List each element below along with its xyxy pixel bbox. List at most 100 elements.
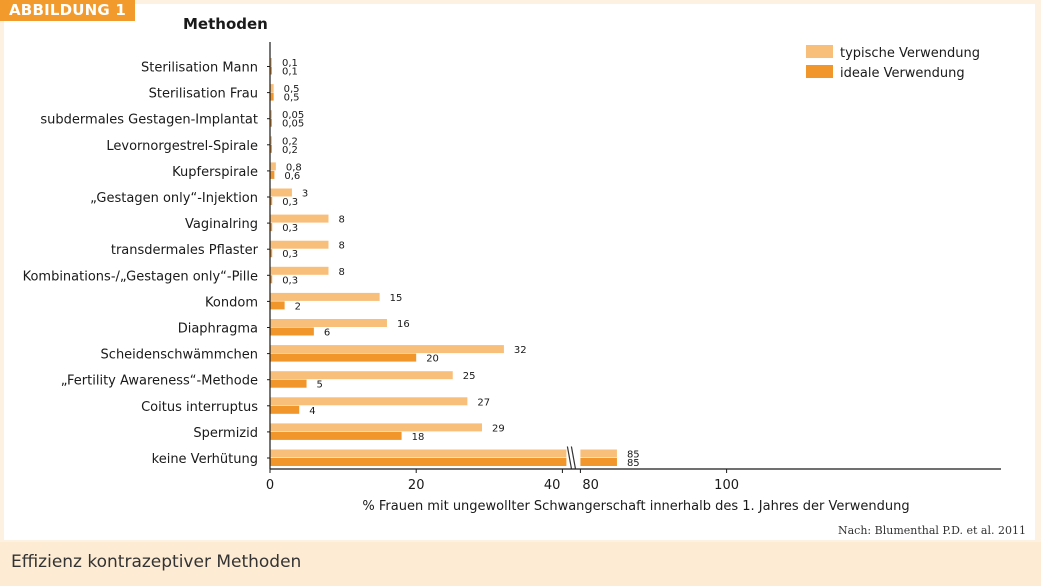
data-label: 0,8 <box>286 162 302 173</box>
data-label: 8 <box>338 267 344 278</box>
figure-frame: ABBILDUNG 1 Methoden Sterilisation Mann 0… <box>0 0 1041 542</box>
bar-typical <box>270 292 380 301</box>
bar-ideal <box>270 170 275 179</box>
data-label: 85 <box>627 450 640 461</box>
bar-typical <box>270 162 276 171</box>
source-note: Nach: Blumenthal P.D. et al. 2011 <box>838 524 1026 537</box>
category-label: Sterilisation Mann <box>141 61 258 76</box>
data-label: 2 <box>295 301 301 312</box>
bars-layer: Sterilisation Mann 0,10,1 Sterilisation Fr… <box>23 58 640 469</box>
data-label: 4 <box>309 406 315 417</box>
data-label: 5 <box>317 380 323 391</box>
data-label: 0,2 <box>282 145 298 156</box>
bar-typical <box>270 345 504 354</box>
x-tick-label: 80 <box>582 478 599 493</box>
bar-typical <box>270 266 329 275</box>
bar-ideal <box>270 353 417 362</box>
bar-typical <box>270 397 468 406</box>
bar-typical <box>270 84 274 93</box>
bar-typical <box>270 136 272 145</box>
bar-ideal <box>270 66 272 75</box>
category-label: Scheidenschwämmchen <box>101 348 258 363</box>
bar-typical <box>270 423 482 432</box>
data-label: 25 <box>463 371 476 382</box>
category-label: „Gestagen only“-Injektion <box>90 191 258 206</box>
data-label: 27 <box>477 397 490 408</box>
bar-typical <box>270 449 567 458</box>
data-label: 0,3 <box>282 275 298 286</box>
data-label: 0,1 <box>282 58 298 69</box>
bar-ideal <box>270 301 285 310</box>
category-label: keine Verhütung <box>152 452 258 467</box>
data-label: 16 <box>397 319 410 330</box>
data-label: 32 <box>514 345 527 356</box>
bar-ideal <box>270 405 300 414</box>
category-label: transdermales Pflaster <box>111 243 259 258</box>
data-label: 0,5 <box>284 93 300 104</box>
legend-label-ideal: ideale Verwendung <box>840 66 965 81</box>
data-label: 0,2 <box>282 136 298 147</box>
bar-ideal <box>270 275 273 284</box>
bar-ideal-continued <box>580 458 617 466</box>
data-label: 6 <box>324 328 330 339</box>
bar-ideal <box>270 144 272 153</box>
bar-ideal <box>270 223 273 232</box>
data-label: 85 <box>627 458 640 469</box>
bar-ideal <box>270 118 272 127</box>
bar-ideal <box>270 431 402 440</box>
bar-ideal <box>270 458 567 466</box>
legend: typische Verwendung ideale Verwendung <box>806 45 980 81</box>
data-label: 0,3 <box>282 197 298 208</box>
data-label: 29 <box>492 423 505 434</box>
bar-typical <box>270 110 272 119</box>
chart-title: Methoden <box>183 15 268 33</box>
data-label: 20 <box>426 354 439 365</box>
bar-ideal <box>270 197 273 205</box>
data-label: 0,1 <box>282 67 298 78</box>
axis-layer: 0 20 40 80 100 <box>266 42 1001 493</box>
legend-swatch-typical <box>806 45 833 58</box>
data-label: 3 <box>302 189 308 200</box>
bar-chart: Methoden Sterilisation Mann 0,10,1Sterili… <box>23 15 1026 537</box>
data-label: 0,5 <box>284 84 300 95</box>
bar-typical <box>270 319 387 327</box>
category-label: Kombinations-/„Gestagen only“-Pille <box>23 269 258 284</box>
category-label: Sterilisation Frau <box>149 87 258 102</box>
data-label: 0,05 <box>282 119 304 130</box>
data-label: 0,05 <box>282 110 304 121</box>
x-tick-label: 40 <box>544 478 561 493</box>
bar-typical-continued <box>580 449 617 458</box>
data-label: 18 <box>412 432 425 443</box>
figure-label: ABBILDUNG 1 <box>0 0 135 21</box>
bar-typical <box>270 371 453 380</box>
bar-ideal <box>270 92 274 101</box>
bar-typical <box>270 240 329 249</box>
category-label: subdermales Gestagen-Implantat <box>40 113 258 128</box>
data-label: 0,3 <box>282 249 298 260</box>
x-tick-label: 100 <box>714 478 739 493</box>
bar-ideal <box>270 379 307 388</box>
axis-break-mark <box>570 446 576 469</box>
category-label: Kupferspirale <box>172 165 258 180</box>
legend-swatch-ideal <box>806 65 833 78</box>
x-tick-label: 20 <box>408 478 425 493</box>
category-label: Coitus interruptus <box>141 400 258 415</box>
bar-typical <box>270 58 272 66</box>
category-label: Kondom <box>205 295 258 310</box>
data-label: 8 <box>338 241 344 252</box>
bar-ideal <box>270 327 314 336</box>
data-label: 0,3 <box>282 223 298 234</box>
category-label: Spermizid <box>193 426 258 441</box>
category-label: Levornorgestrel-Spirale <box>106 139 258 154</box>
legend-label-typical: typische Verwendung <box>840 46 980 61</box>
bar-ideal <box>270 249 273 258</box>
category-label: Diaphragma <box>178 322 258 337</box>
bar-typical <box>270 214 329 223</box>
data-label: 15 <box>390 293 403 304</box>
data-label: 8 <box>338 215 344 226</box>
x-axis-label: % Frauen mit ungewollter Schwangerschaft… <box>362 499 909 514</box>
x-tick-label: 0 <box>266 478 274 493</box>
figure-caption: Effizienz kontrazeptiver Methoden <box>11 552 302 572</box>
bar-typical <box>270 188 292 197</box>
axis-break-mark <box>566 446 572 469</box>
